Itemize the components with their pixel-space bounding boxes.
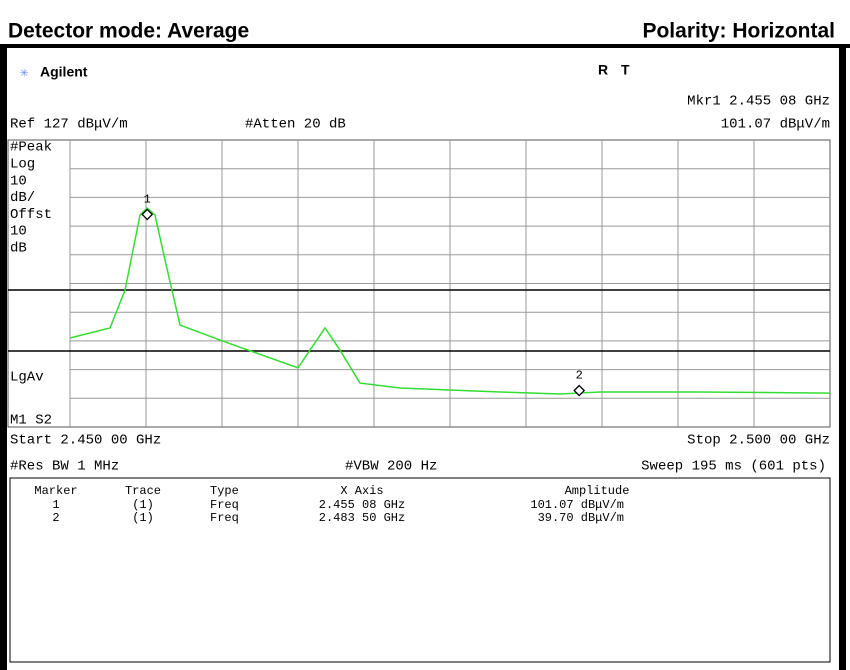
sweep: Sweep 195 ms (601 pts) [641, 459, 826, 475]
table-cell: Freq [210, 511, 239, 525]
table-cell: 2.455 08 GHz [319, 498, 405, 512]
table-cell: 39.70 dBμV/m [538, 511, 624, 525]
left-label: #Peak [10, 140, 52, 156]
left-label: Offst [10, 207, 52, 223]
table-cell: 2.483 50 GHz [319, 511, 405, 525]
trace [69, 206, 831, 395]
m1s2: M1 S2 [10, 413, 52, 429]
left-label: 10 [10, 173, 27, 189]
left-label: Log [10, 157, 35, 173]
marker-label: 2 [576, 369, 583, 383]
status: T [621, 62, 630, 78]
status: R [598, 62, 608, 78]
marker-amplitude: 101.07 dBμV/m [721, 117, 830, 133]
start-freq: Start 2.450 00 GHz [10, 433, 161, 449]
ref-level: Ref 127 dBμV/m [10, 117, 128, 133]
marker-diamond [141, 208, 154, 221]
table-header: Type [210, 484, 239, 498]
table-cell: 2 [52, 511, 59, 525]
table-cell: (1) [132, 511, 154, 525]
detector-mode: Detector mode: Average [8, 20, 249, 43]
marker-table [9, 477, 831, 663]
marker-diamond [573, 384, 586, 397]
right-bar [839, 44, 846, 670]
res-bw: #Res BW 1 MHz [10, 459, 119, 475]
table-cell: (1) [132, 498, 154, 512]
left-label: dB [10, 241, 27, 257]
logo: Agilent [40, 64, 88, 80]
polarity: Polarity: Horizontal [642, 20, 835, 43]
table-header: Marker [34, 484, 77, 498]
table-header: X Axis [340, 484, 383, 498]
table-header: Trace [125, 484, 161, 498]
lgav: LgAv [10, 370, 44, 386]
left-label: 10 [10, 224, 27, 240]
table-cell: 1 [52, 498, 59, 512]
header-rule [0, 44, 850, 48]
table-cell: Freq [210, 498, 239, 512]
stop-freq: Stop 2.500 00 GHz [687, 433, 830, 449]
attenuation: #Atten 20 dB [245, 117, 346, 133]
left-bar [0, 44, 7, 670]
logo-icon: ✳ [20, 66, 29, 82]
marker-label: 1 [144, 193, 151, 207]
table-header: Amplitude [565, 484, 630, 498]
vbw: #VBW 200 Hz [345, 459, 437, 475]
table-cell: 101.07 dBμV/m [530, 498, 624, 512]
marker-readout: Mkr1 2.455 08 GHz [687, 94, 830, 110]
left-label: dB/ [10, 190, 35, 206]
